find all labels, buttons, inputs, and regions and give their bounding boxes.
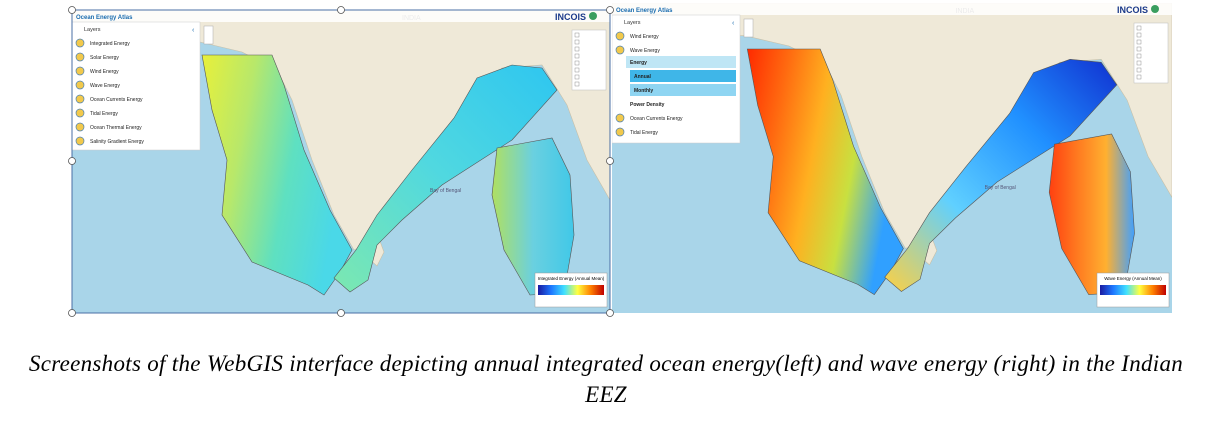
app-header — [612, 3, 1172, 15]
layer-row-bg — [626, 56, 736, 68]
basemap-option — [1136, 67, 1142, 73]
basemap-option — [1136, 60, 1142, 66]
app-title: Ocean Energy Atlas — [76, 15, 133, 21]
layer-item: Energy — [630, 60, 647, 66]
resize-handle — [68, 309, 76, 317]
layer-row-bg — [626, 98, 736, 110]
zoom-control — [743, 18, 754, 38]
layer-icon — [75, 94, 85, 104]
eez-east — [333, 64, 558, 293]
eez-west — [201, 54, 353, 296]
basemap-option — [1136, 46, 1142, 52]
layer-item: Integrated Energy — [90, 41, 130, 47]
layer-row-bg — [630, 70, 736, 82]
layer-icon — [75, 80, 85, 90]
resize-handle — [337, 6, 345, 14]
legend-title: Wave Energy (Annual Mean) — [1104, 276, 1162, 281]
layer-item: Monthly — [634, 88, 653, 94]
selection-frame — [68, 6, 614, 317]
basemap-option — [574, 74, 580, 80]
app-title: Ocean Energy Atlas — [616, 8, 673, 14]
layer-item: Wave Energy — [90, 83, 120, 89]
zoom-control — [203, 25, 214, 45]
layer-icon — [75, 122, 85, 132]
layer-item: Solar Energy — [90, 55, 119, 61]
basemap-option — [1136, 32, 1142, 38]
layer-icon — [75, 38, 85, 48]
basemap-option — [1136, 53, 1142, 59]
layer-icon — [615, 45, 625, 55]
layer-item: Wind Energy — [90, 69, 119, 75]
resize-handle — [68, 6, 76, 14]
legend-bar — [538, 285, 604, 295]
resize-handle — [606, 309, 614, 317]
figure-caption: Screenshots of the WebGIS interface depi… — [28, 351, 1184, 407]
basemap-option — [574, 53, 580, 59]
layers-panel — [72, 21, 201, 151]
collapse-icon: ‹ — [192, 27, 195, 34]
layers-title: Layers — [624, 20, 641, 26]
resize-handle — [337, 309, 345, 317]
legend-bar — [1100, 285, 1166, 295]
layer-icon — [75, 66, 85, 76]
map-label: Bay of Bengal — [430, 188, 461, 194]
layer-icon — [75, 52, 85, 62]
layer-item: Ocean Thermal Energy — [90, 125, 142, 131]
basemap-option — [574, 46, 580, 52]
basemap-option — [574, 60, 580, 66]
layer-icon — [615, 127, 625, 137]
eez-west — [746, 48, 904, 296]
layer-icon — [75, 136, 85, 146]
layer-item: Tidal Energy — [90, 111, 118, 117]
layer-icon — [75, 108, 85, 118]
basemap-option — [1136, 74, 1142, 80]
layer-item: Ocean Currents Energy — [630, 116, 683, 122]
collapse-icon: ‹ — [732, 20, 735, 27]
resize-handle — [606, 6, 614, 14]
layer-item: Power Density — [630, 102, 665, 108]
basemap-option — [1136, 25, 1142, 31]
legend-title: Integrated Energy (Annual Mean) — [538, 276, 605, 281]
app-header — [72, 10, 610, 22]
logo: INCOIS — [555, 12, 586, 22]
layer-item: Salinity Gradient Energy — [90, 139, 144, 145]
resize-handle — [68, 157, 76, 165]
logo: INCOIS — [1117, 5, 1148, 15]
resize-handle — [606, 157, 614, 165]
basemap-option — [574, 81, 580, 87]
layer-row-bg — [630, 84, 736, 96]
layer-item: Wind Energy — [630, 34, 659, 40]
layer-icon — [615, 113, 625, 123]
layer-item: Wave Energy — [630, 48, 660, 54]
layers-title: Layers — [84, 27, 101, 33]
map-label: Bay of Bengal — [985, 185, 1016, 191]
basemap-option — [574, 39, 580, 45]
basemap-option — [1136, 39, 1142, 45]
layer-item: Ocean Currents Energy — [90, 97, 143, 103]
frame — [71, 9, 611, 314]
logo-icon — [1151, 5, 1159, 13]
eez-east — [884, 58, 1118, 292]
layer-item: Tidal Energy — [630, 130, 658, 136]
basemap-option — [574, 32, 580, 38]
basemap-option — [574, 67, 580, 73]
layer-icon — [615, 31, 625, 41]
logo-icon — [589, 12, 597, 20]
layer-item: Annual — [634, 74, 652, 80]
